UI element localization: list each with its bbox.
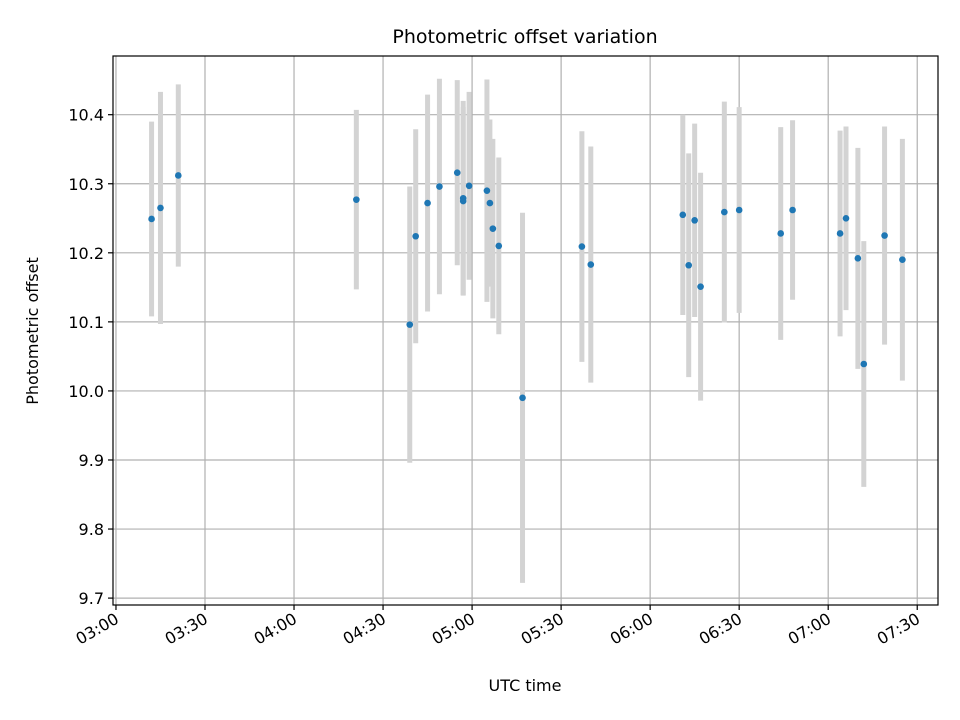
y-tick-label: 10.3 — [68, 175, 104, 194]
data-point — [174, 172, 182, 179]
data-point — [486, 199, 494, 207]
data-point — [495, 242, 503, 250]
data-point — [679, 211, 687, 219]
y-axis-title: Photometric offset — [23, 257, 42, 405]
data-point — [735, 206, 743, 214]
data-point — [157, 204, 164, 212]
data-point — [691, 217, 698, 224]
chart-title: Photometric offset variation — [392, 26, 657, 48]
data-point — [465, 182, 473, 190]
data-point — [459, 197, 467, 205]
data-point — [406, 321, 414, 328]
data-point — [685, 261, 693, 269]
y-tick-label: 10.4 — [68, 106, 104, 125]
data-point — [789, 206, 796, 214]
data-point — [519, 394, 526, 402]
data-point — [453, 169, 461, 177]
y-tick-label: 10.1 — [68, 313, 104, 332]
data-point — [836, 230, 844, 237]
data-point — [860, 360, 868, 368]
grid — [113, 56, 938, 605]
data-point — [489, 225, 497, 232]
x-axis-title: UTC time — [489, 676, 562, 695]
data-point — [148, 215, 155, 223]
plot-frame — [112, 55, 939, 606]
y-tick-label: 10.2 — [68, 244, 104, 263]
data-point — [353, 196, 360, 203]
y-axis: 9.7 9.8 9.9 10.0 10.1 10.2 10.3 10.4 — [68, 106, 113, 608]
data-point — [881, 232, 888, 239]
y-tick-label: 9.7 — [79, 589, 104, 608]
data-point — [483, 187, 491, 194]
data-point — [436, 183, 443, 190]
data-points — [148, 169, 906, 402]
data-point — [587, 261, 595, 268]
y-tick-label: 9.9 — [79, 451, 104, 470]
y-tick-label: 10.0 — [68, 382, 104, 401]
data-point — [424, 199, 431, 207]
data-point — [412, 232, 419, 240]
data-point — [842, 214, 850, 222]
data-point — [697, 283, 704, 290]
data-point — [578, 243, 586, 250]
y-tick-label: 9.8 — [79, 520, 104, 539]
data-point — [777, 230, 785, 237]
data-point — [854, 255, 862, 262]
data-point — [721, 208, 728, 216]
data-point — [899, 256, 906, 264]
